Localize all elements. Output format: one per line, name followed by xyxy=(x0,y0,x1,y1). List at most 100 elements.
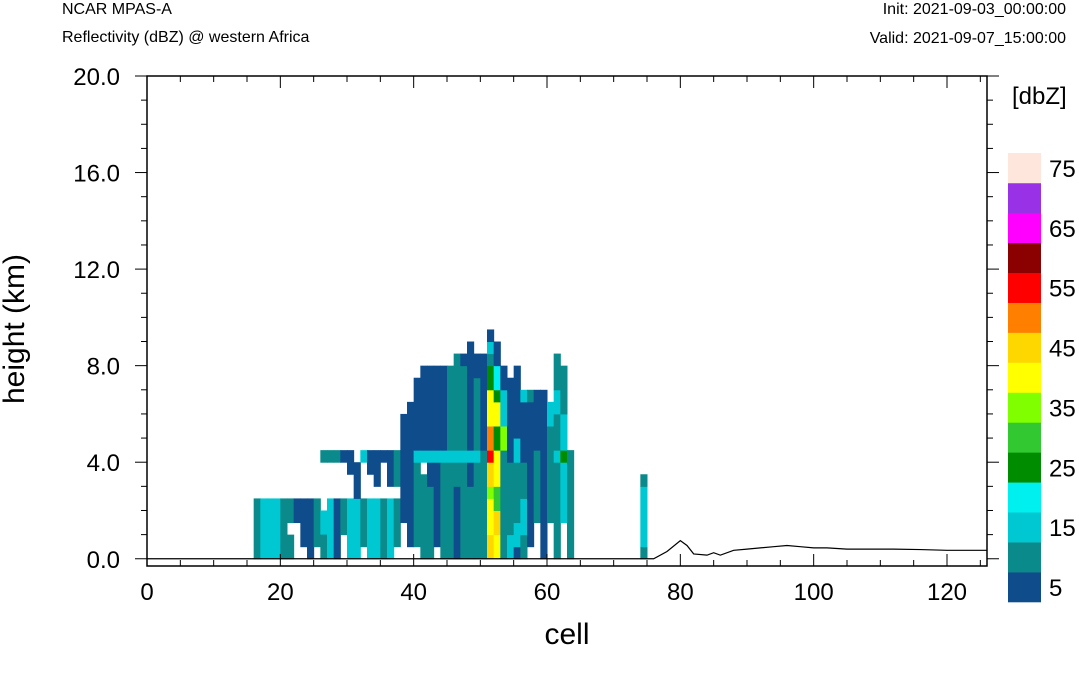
reflectivity-cell xyxy=(327,450,335,463)
reflectivity-cell xyxy=(640,546,648,560)
reflectivity-cell xyxy=(473,462,481,560)
reflectivity-cell xyxy=(560,365,568,415)
colorbar-swatch xyxy=(1008,512,1041,543)
reflectivity-cell xyxy=(500,365,508,391)
reflectivity-cell xyxy=(527,389,535,403)
reflectivity-cell xyxy=(487,426,495,451)
reflectivity-cell xyxy=(280,498,288,560)
reflectivity-cell xyxy=(287,534,295,560)
reflectivity-cell xyxy=(553,450,561,463)
reflectivity-cell xyxy=(527,462,535,548)
x-axis-label: cell xyxy=(544,618,589,651)
reflectivity-cell xyxy=(480,353,488,451)
reflectivity-cell xyxy=(640,474,648,487)
reflectivity-cell xyxy=(500,389,508,427)
reflectivity-cell xyxy=(360,498,368,548)
x-tick-label: 80 xyxy=(667,579,694,606)
colorbar-swatch xyxy=(1008,153,1041,184)
reflectivity-cell xyxy=(533,389,541,403)
reflectivity-cell xyxy=(287,498,295,524)
reflectivity-cell xyxy=(487,353,495,367)
reflectivity-cell xyxy=(520,389,528,403)
reflectivity-cell xyxy=(487,498,495,536)
reflectivity-cell xyxy=(453,462,461,487)
reflectivity-cell xyxy=(533,401,541,451)
reflectivity-cell xyxy=(500,426,508,451)
reflectivity-cell xyxy=(400,413,408,451)
reflectivity-cell xyxy=(560,462,568,524)
reflectivity-cell xyxy=(487,462,495,487)
y-tick-label: 4.0 xyxy=(87,450,120,477)
reflectivity-cell xyxy=(327,498,335,560)
reflectivity-cell xyxy=(493,510,501,536)
colorbar-swatch xyxy=(1008,452,1041,483)
reflectivity-cell xyxy=(400,450,408,524)
colorbar-swatch xyxy=(1008,422,1041,453)
reflectivity-cell xyxy=(493,450,501,487)
reflectivity-cell xyxy=(487,534,495,560)
reflectivity-cell xyxy=(493,389,501,403)
reflectivity-cell xyxy=(420,365,428,451)
colorbar-swatch xyxy=(1008,302,1041,333)
reflectivity-cell xyxy=(427,486,435,560)
reflectivity-cell xyxy=(353,498,361,560)
reflectivity-cell xyxy=(433,365,441,451)
valid-time: Valid: 2021-09-07_15:00:00 xyxy=(869,30,1066,47)
reflectivity-cell xyxy=(553,462,561,560)
reflectivity-cell xyxy=(440,365,448,451)
x-axis: 0 20 40 60 80 100 120 xyxy=(140,76,981,606)
reflectivity-cell xyxy=(560,450,568,463)
reflectivity-cell xyxy=(513,546,521,560)
reflectivity-cell xyxy=(520,534,528,560)
reflectivity-cell xyxy=(447,365,455,451)
reflectivity-cell xyxy=(553,389,561,415)
reflectivity-cell xyxy=(513,438,521,463)
reflectivity-cell xyxy=(567,450,575,560)
reflectivity-cell xyxy=(493,401,501,427)
reflectivity-cell xyxy=(347,450,355,475)
reflectivity-cell xyxy=(553,353,561,391)
reflectivity-cell xyxy=(460,365,468,451)
colorbar-tick-label: 75 xyxy=(1049,156,1076,183)
reflectivity-cell xyxy=(440,450,448,463)
colorbar: 5 15 25 35 45 55 65 75 xyxy=(1008,153,1076,603)
colorbar-tick-label: 45 xyxy=(1049,336,1076,363)
reflectivity-cell xyxy=(453,450,461,463)
reflectivity-cell xyxy=(467,450,475,463)
colorbar-unit-label: [dbZ] xyxy=(1012,83,1067,110)
y-tick-label: 12.0 xyxy=(73,257,120,284)
y-axis-label: height (km) xyxy=(0,254,31,404)
terrain-layer xyxy=(147,539,987,560)
reflectivity-cell xyxy=(413,450,421,463)
reflectivity-cell xyxy=(493,486,501,511)
colorbar-tick-label: 5 xyxy=(1049,575,1062,602)
reflectivity-cell xyxy=(553,413,561,451)
reflectivity-cell xyxy=(447,450,455,463)
reflectivity-cell xyxy=(420,474,428,560)
colorbar-tick-label: 65 xyxy=(1049,216,1076,243)
reflectivity-cell xyxy=(493,341,501,367)
reflectivity-cell xyxy=(480,450,488,560)
reflectivity-cell xyxy=(380,498,388,560)
reflectivity-cell xyxy=(520,462,528,499)
reflectivity-cell xyxy=(320,534,328,560)
reflectivity-cell xyxy=(453,353,461,451)
y-axis: 0.0 4.0 8.0 12.0 16.0 20.0 xyxy=(73,64,999,574)
reflectivity-cells xyxy=(253,329,648,560)
reflectivity-cell xyxy=(373,498,381,560)
colorbar-swatch xyxy=(1008,272,1041,303)
reflectivity-cell xyxy=(500,450,508,560)
init-time: Init: 2021-09-03_00:00:00 xyxy=(882,1,1066,18)
reflectivity-cell xyxy=(427,450,435,463)
reflectivity-cell xyxy=(473,450,481,463)
reflectivity-cell xyxy=(433,462,441,548)
reflectivity-cell xyxy=(513,462,521,524)
reflectivity-cell xyxy=(320,450,328,463)
reflectivity-cell xyxy=(507,534,515,560)
reflectivity-cell xyxy=(440,462,448,560)
reflectivity-cell xyxy=(467,341,475,451)
reflectivity-cell xyxy=(413,450,421,548)
reflectivity-cell xyxy=(520,401,528,463)
reflectivity-cell xyxy=(467,486,475,560)
